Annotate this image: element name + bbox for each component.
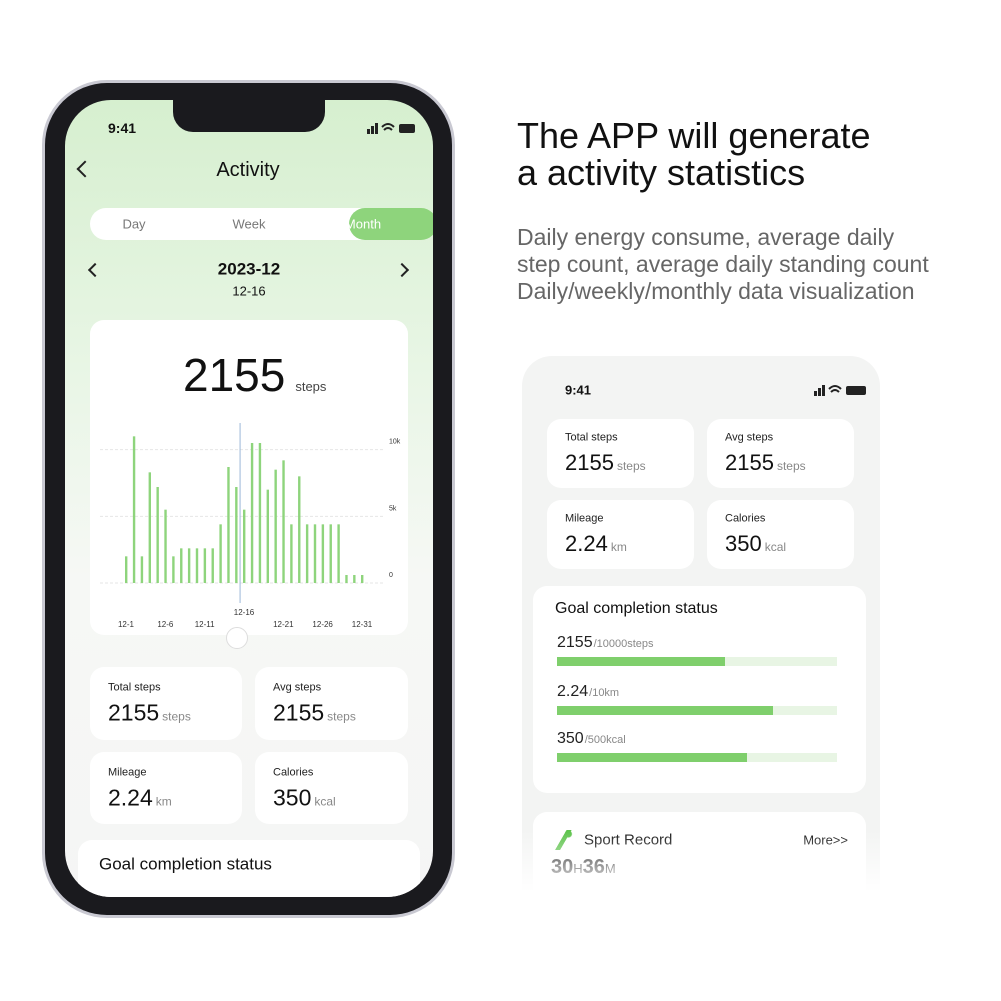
- goal-fill: [557, 706, 773, 715]
- goal-text: 2.24/10km: [557, 684, 619, 700]
- headline-line: a activity statistics: [517, 152, 806, 193]
- stat-number: 2155: [108, 699, 160, 726]
- goal-target: /500kcal: [584, 734, 626, 746]
- stat-value: 350 kcal: [725, 533, 786, 555]
- description-line: Daily/weekly/monthly data visualization: [517, 278, 915, 304]
- stat-number: 350: [273, 784, 312, 811]
- stat-label: Total steps: [565, 431, 618, 444]
- stat-unit: kcal: [764, 540, 787, 554]
- stat-card: Total steps 2155 steps: [547, 419, 694, 488]
- stat-unit: km: [610, 540, 627, 554]
- page-title: Activity: [216, 159, 280, 181]
- stat-card: Avg steps 2155 steps: [707, 419, 854, 488]
- goal-fill: [557, 657, 725, 666]
- tab[interactable]: Day: [122, 216, 146, 232]
- status-time: 9:41: [565, 382, 592, 398]
- period: 2023-12: [217, 259, 281, 279]
- stat-label: Calories: [725, 512, 766, 525]
- stat-card: Mileage 2.24 km: [547, 500, 694, 569]
- stat-label: Mileage: [108, 766, 147, 779]
- fade: [522, 830, 880, 892]
- stat-value: 2155 steps: [725, 452, 806, 474]
- status-time: 9:41: [108, 120, 137, 136]
- goal-fill: [557, 753, 748, 762]
- stat-unit: km: [155, 794, 172, 809]
- stat-unit: steps: [616, 459, 646, 473]
- total-value: 2155: [183, 349, 286, 401]
- total: 2155 steps: [183, 352, 326, 398]
- status-icons: [814, 385, 866, 396]
- stat-value: 2155 steps: [273, 699, 356, 726]
- stat-number: 2155: [725, 450, 774, 475]
- goal-track: [557, 753, 837, 762]
- stat-unit: steps: [162, 709, 191, 724]
- goal-title: Goal completion status: [99, 854, 272, 874]
- goal-text: 350/500kcal: [557, 731, 626, 747]
- goal-track: [557, 657, 837, 666]
- goal-card: Goal completion status: [78, 840, 420, 897]
- goal-target: /10000steps: [593, 638, 654, 650]
- right-screen: 9:41 Total steps 2155 steps Avg steps 2155 ste…: [522, 356, 880, 890]
- stat-card: Mileage 2.24 km: [90, 752, 242, 824]
- stat-number: 350: [725, 531, 762, 556]
- stat-label: Mileage: [565, 512, 604, 525]
- goal-text: 2155/10000steps: [557, 635, 654, 651]
- goal-value: 2.24: [557, 683, 589, 700]
- description-line: Daily energy consume, average daily: [517, 224, 895, 250]
- notch: [173, 100, 325, 132]
- stat-value: 2.24 km: [108, 784, 172, 811]
- stat-card: Calories 350 kcal: [707, 500, 854, 569]
- goal-card: Goal completion status 2155/10000steps 2.2…: [533, 586, 866, 793]
- stat-label: Avg steps: [725, 431, 774, 444]
- stat-card: Avg steps 2155 steps: [255, 667, 408, 740]
- goal-value: 2155: [557, 634, 593, 651]
- stat-unit: steps: [327, 709, 356, 724]
- description-line: step count, average daily standing count: [517, 251, 929, 277]
- stat-number: 2.24: [565, 531, 608, 556]
- goal-value: 350: [557, 730, 584, 747]
- goal-title: Goal completion status: [555, 600, 718, 617]
- stat-value: 2155 steps: [565, 452, 646, 474]
- goal-target: /10km: [589, 687, 620, 699]
- stat-value: 2.24 km: [565, 533, 627, 555]
- tab[interactable]: Week: [232, 216, 266, 232]
- left-screen: 9:41 Activity Day Week Month 2023-12 12-16 2155…: [65, 100, 433, 897]
- stat-unit: kcal: [314, 794, 336, 809]
- stat-value: 350 kcal: [273, 784, 336, 811]
- tab-bar: Day Week Month: [90, 208, 433, 240]
- stat-label: Avg steps: [273, 681, 322, 694]
- stat-label: Calories: [273, 766, 314, 779]
- stat-card: Calories 350 kcal: [255, 752, 408, 824]
- stat-number: 2.24: [108, 784, 153, 811]
- range: 12-16: [232, 283, 266, 299]
- stat-number: 2155: [565, 450, 614, 475]
- stat-value: 2155 steps: [108, 699, 191, 726]
- tab[interactable]: Month: [344, 216, 382, 232]
- goal-track: [557, 706, 837, 715]
- chart-notch: [226, 627, 248, 649]
- headline-line: The APP will generate: [517, 115, 871, 156]
- stat-unit: steps: [776, 459, 806, 473]
- headline: The APP will generate a activity statist…: [517, 117, 871, 191]
- total-unit: steps: [295, 379, 327, 394]
- status-icons: [367, 123, 415, 134]
- stat-card: Total steps 2155 steps: [90, 667, 242, 740]
- stat-number: 2155: [273, 699, 325, 726]
- description: Daily energy consume, average daily step…: [517, 224, 929, 305]
- tab-active: [349, 208, 433, 240]
- stat-label: Total steps: [108, 681, 161, 694]
